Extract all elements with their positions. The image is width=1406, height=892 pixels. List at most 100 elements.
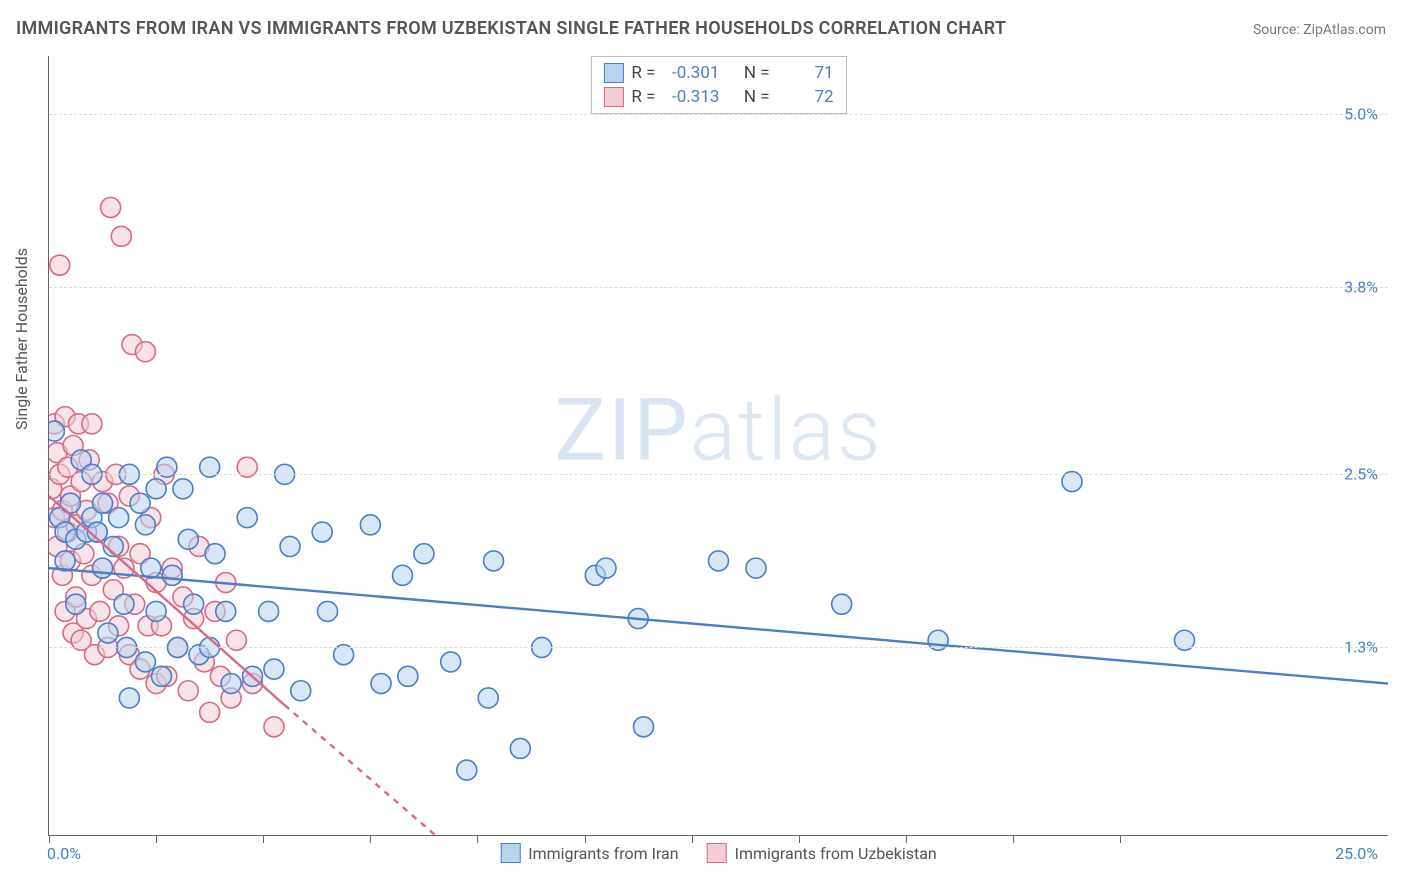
swatch-iran [603, 63, 623, 83]
swatch-uzbekistan-icon [707, 843, 727, 863]
data-point-iran [291, 681, 311, 701]
data-point-uzbekistan [63, 436, 83, 456]
y-axis-label: Single Father Households [12, 248, 31, 430]
n-value-uzbekistan: 72 [778, 85, 834, 109]
data-point-uzbekistan [130, 659, 150, 679]
data-point-uzbekistan [243, 674, 263, 694]
data-point-uzbekistan [82, 565, 102, 585]
data-point-uzbekistan [90, 601, 110, 621]
r-value-uzbekistan: -0.313 [663, 85, 719, 109]
r-label: R = [631, 85, 655, 109]
x-tick [692, 835, 693, 843]
y-tick-label: 2.5% [1344, 465, 1378, 484]
source-attribution: Source: ZipAtlas.com [1253, 22, 1386, 38]
trend-line-uzbekistan [49, 496, 285, 705]
data-point-uzbekistan [74, 544, 94, 564]
data-point-iran [135, 515, 155, 535]
n-value-iran: 71 [778, 61, 834, 85]
data-point-uzbekistan [50, 255, 70, 275]
n-label: N = [744, 85, 770, 109]
data-point-uzbekistan [264, 717, 284, 737]
watermark: ZIPatlas [555, 379, 883, 480]
data-point-uzbekistan [60, 551, 80, 571]
scatter-svg [49, 56, 1388, 835]
x-tick [370, 835, 371, 843]
data-point-uzbekistan [111, 226, 131, 246]
watermark-bold: ZIP [555, 379, 690, 480]
data-point-uzbekistan [138, 616, 158, 636]
chart-title: IMMIGRANTS FROM IRAN VS IMMIGRANTS FROM … [16, 18, 1006, 39]
data-point-iran [49, 421, 64, 441]
r-value-iran: -0.301 [663, 61, 719, 85]
data-point-uzbekistan [87, 522, 107, 542]
watermark-thin: atlas [690, 379, 883, 480]
data-point-iran [50, 508, 70, 528]
data-point-iran [103, 536, 123, 556]
data-point-uzbekistan [205, 601, 225, 621]
legend-label-iran: Immigrants from Iran [528, 844, 678, 863]
data-point-iran [114, 594, 134, 614]
trend-line-uzbekistan [285, 705, 703, 835]
data-point-iran [66, 529, 86, 549]
data-point-iran [55, 551, 75, 571]
data-point-iran [398, 666, 418, 686]
data-point-iran [312, 522, 332, 542]
data-point-uzbekistan [200, 702, 220, 722]
data-point-uzbekistan [135, 342, 155, 362]
data-point-iran [746, 558, 766, 578]
data-point-uzbekistan [178, 681, 198, 701]
data-point-uzbekistan [146, 573, 166, 593]
data-point-iran [478, 688, 498, 708]
data-point-uzbekistan [109, 536, 129, 556]
data-point-uzbekistan [194, 652, 214, 672]
data-point-uzbekistan [60, 486, 80, 506]
data-point-uzbekistan [66, 515, 86, 535]
data-point-uzbekistan [157, 666, 177, 686]
data-point-uzbekistan [216, 573, 236, 593]
data-point-uzbekistan [82, 414, 102, 434]
data-point-uzbekistan [63, 623, 83, 643]
r-label: R = [631, 61, 655, 85]
data-point-uzbekistan [162, 558, 182, 578]
data-point-iran [596, 558, 616, 578]
legend-item-uzbekistan: Immigrants from Uzbekistan [707, 843, 937, 863]
data-point-iran [484, 551, 504, 571]
data-point-iran [71, 450, 91, 470]
stats-legend: R = -0.301 N = 71 R = -0.313 N = 72 [590, 56, 846, 114]
data-point-uzbekistan [58, 522, 78, 542]
data-point-iran [585, 565, 605, 585]
data-point-uzbekistan [210, 666, 230, 686]
data-point-iran [130, 493, 150, 513]
data-point-iran [371, 674, 391, 694]
n-label: N = [744, 61, 770, 85]
data-point-uzbekistan [101, 197, 121, 217]
data-point-iran [146, 479, 166, 499]
data-point-uzbekistan [130, 544, 150, 564]
data-point-uzbekistan [103, 580, 123, 600]
data-point-uzbekistan [49, 479, 62, 499]
data-point-iran [119, 688, 139, 708]
plot-area: ZIPatlas R = -0.301 N = 71 R = -0.313 N … [48, 56, 1388, 836]
data-point-uzbekistan [76, 609, 96, 629]
data-point-uzbekistan [55, 601, 75, 621]
data-point-iran [184, 594, 204, 614]
x-tick [906, 835, 907, 843]
trend-line-iran [49, 568, 1388, 683]
stats-row-iran: R = -0.301 N = 71 [603, 61, 833, 85]
data-point-uzbekistan [189, 536, 209, 556]
y-tick-label: 3.8% [1344, 277, 1378, 296]
stats-row-uzbekistan: R = -0.313 N = 72 [603, 85, 833, 109]
data-point-iran [66, 594, 86, 614]
data-point-iran [146, 601, 166, 621]
data-point-uzbekistan [141, 508, 161, 528]
data-point-iran [264, 659, 284, 679]
x-tick [49, 835, 50, 843]
data-point-iran [457, 760, 477, 780]
data-point-iran [259, 601, 279, 621]
x-tick [799, 835, 800, 843]
gridline [49, 287, 1388, 288]
x-tick [1120, 835, 1121, 843]
y-tick-label: 1.3% [1344, 638, 1378, 657]
source-link[interactable]: ZipAtlas.com [1303, 22, 1386, 38]
data-point-uzbekistan [49, 508, 64, 528]
